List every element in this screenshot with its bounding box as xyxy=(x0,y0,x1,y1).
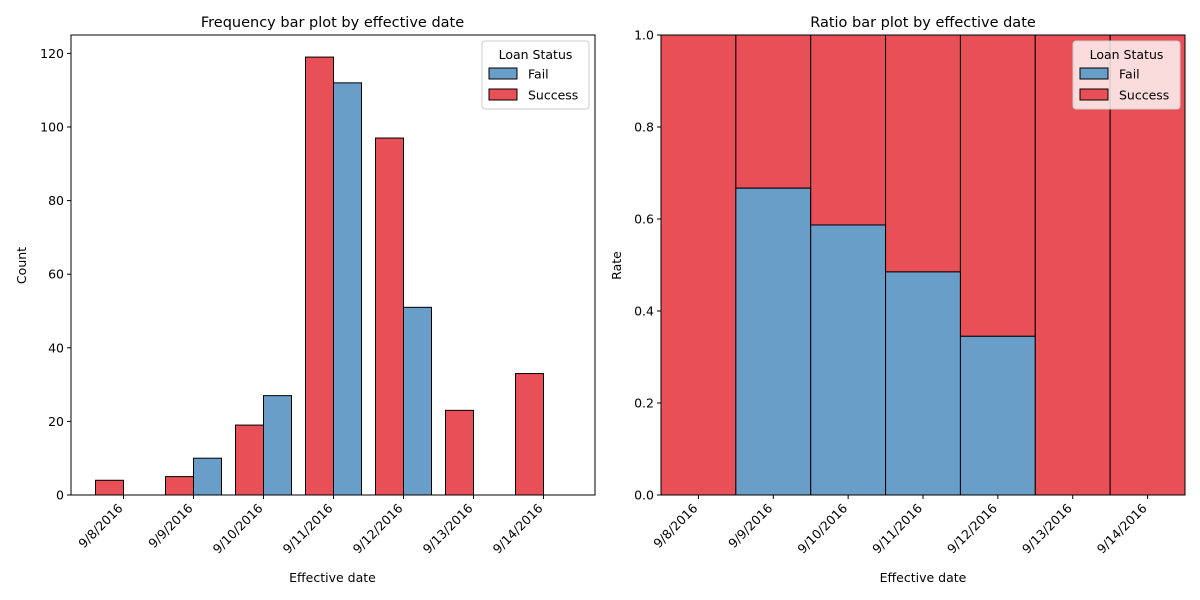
frequency-legend: Loan Status Fail Success xyxy=(481,40,590,110)
bar-fail xyxy=(959,335,1036,496)
y-tick-label: 0.2 xyxy=(634,396,654,411)
bar-fail xyxy=(810,224,887,496)
y-tick-label: 0.6 xyxy=(634,212,654,227)
bar-success xyxy=(810,34,887,226)
y-tick-label: 0.0 xyxy=(634,488,654,503)
legend-swatch-success xyxy=(488,88,518,101)
bar-success xyxy=(1109,34,1186,496)
y-tick-label: 0 xyxy=(56,488,64,503)
ratio-chart: Ratio bar plot by effective date 0.0 0.2 0… xyxy=(609,15,1186,585)
x-tick-label: 9/11/2016 xyxy=(280,500,336,556)
frequency-chart: Frequency bar plot by effective date 0 20… xyxy=(14,15,596,585)
bar-success xyxy=(885,34,961,273)
bar-success xyxy=(660,34,737,496)
legend-title: Loan Status xyxy=(499,47,573,62)
y-tick-label: 100 xyxy=(40,120,64,135)
ratio-chart-title: Ratio bar plot by effective date xyxy=(810,15,1036,31)
x-tick-label: 9/14/2016 xyxy=(490,500,546,556)
ratio-legend: Loan Status Fail Success xyxy=(1072,40,1181,110)
frequency-x-axis-label: Effective date xyxy=(289,570,376,585)
frequency-bars xyxy=(95,56,544,496)
x-tick-label: 9/13/2016 xyxy=(420,500,476,556)
y-tick-label: 120 xyxy=(40,46,64,61)
y-tick-label: 0.4 xyxy=(634,304,654,319)
y-tick-label: 0.8 xyxy=(634,120,654,135)
y-tick-label: 20 xyxy=(48,414,64,429)
y-tick-label: 60 xyxy=(48,267,64,282)
bar-fail xyxy=(193,457,222,496)
x-tick-label: 9/8/2016 xyxy=(650,500,700,550)
legend-label-success: Success xyxy=(1119,88,1169,103)
x-tick-label: 9/9/2016 xyxy=(145,500,195,550)
ratio-x-axis-label: Effective date xyxy=(880,570,967,585)
y-tick-label: 1.0 xyxy=(634,28,654,43)
legend-label-fail: Fail xyxy=(1119,67,1140,82)
ratio-y-axis-label: Rate xyxy=(609,251,624,280)
bar-fail xyxy=(735,187,812,496)
frequency-chart-title: Frequency bar plot by effective date xyxy=(201,15,464,31)
x-tick-label: 9/10/2016 xyxy=(210,500,266,556)
legend-title: Loan Status xyxy=(1090,47,1164,62)
bar-success xyxy=(305,56,334,496)
x-tick-label: 9/12/2016 xyxy=(350,500,406,556)
bar-fail xyxy=(885,271,961,496)
bar-fail xyxy=(263,395,292,496)
bar-success xyxy=(375,137,404,496)
bar-success xyxy=(95,479,124,496)
x-tick-label: 9/10/2016 xyxy=(794,500,850,556)
x-tick-label: 9/14/2016 xyxy=(1094,500,1150,556)
legend-swatch-success xyxy=(1079,88,1109,101)
bar-success xyxy=(1034,34,1111,496)
x-tick-label: 9/12/2016 xyxy=(944,500,1000,556)
y-tick-label: 40 xyxy=(48,340,64,355)
bar-success xyxy=(165,476,194,496)
bar-success xyxy=(235,424,264,496)
bar-success xyxy=(445,409,474,496)
bar-success xyxy=(735,34,812,189)
x-tick-label: 9/11/2016 xyxy=(869,500,925,556)
y-tick-label: 80 xyxy=(48,193,64,208)
legend-swatch-fail xyxy=(1079,67,1109,80)
x-tick-label: 9/9/2016 xyxy=(725,500,775,550)
legend-swatch-fail xyxy=(488,67,518,80)
bar-fail xyxy=(333,82,362,496)
x-tick-label: 9/13/2016 xyxy=(1019,500,1075,556)
bar-success xyxy=(515,373,544,496)
bar-success xyxy=(959,34,1036,337)
x-tick-label: 9/8/2016 xyxy=(75,500,125,550)
legend-label-success: Success xyxy=(528,88,578,103)
ratio-bars xyxy=(660,34,1186,496)
legend-label-fail: Fail xyxy=(528,67,549,82)
bar-fail xyxy=(403,306,432,496)
frequency-y-axis-label: Count xyxy=(14,247,29,284)
